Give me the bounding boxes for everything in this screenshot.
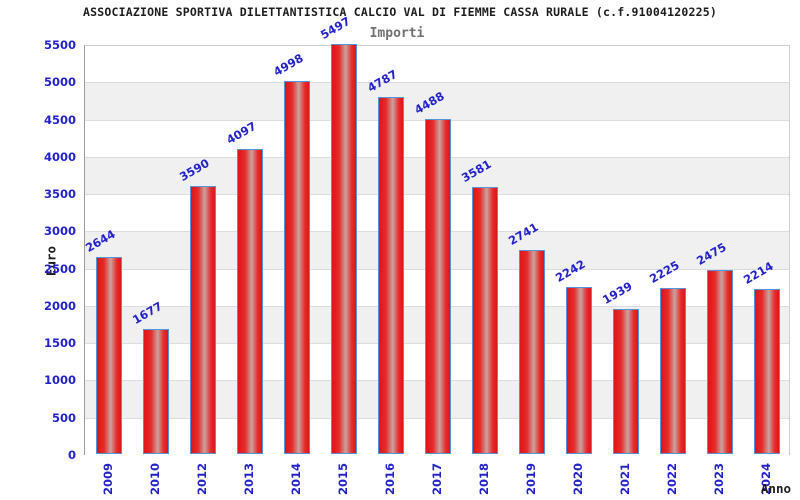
y-tick-label: 1500 xyxy=(43,336,76,351)
bar xyxy=(660,288,687,454)
x-tick-label: 2016 xyxy=(382,462,397,496)
y-tick-label: 4500 xyxy=(43,112,76,127)
x-tick-label: 2010 xyxy=(147,462,162,496)
bar xyxy=(377,97,404,454)
grid-line xyxy=(85,82,789,84)
bar xyxy=(236,148,263,454)
chart-subtitle: Importi xyxy=(369,26,425,41)
x-tick-label: 2009 xyxy=(100,462,115,496)
x-tick-label: 2018 xyxy=(477,462,492,496)
bar xyxy=(425,119,451,454)
bar xyxy=(707,269,734,454)
x-tick-label: 2017 xyxy=(430,462,444,496)
bar xyxy=(519,249,546,454)
y-tick-label: 1000 xyxy=(43,373,76,388)
y-tick-label: 500 xyxy=(51,410,76,425)
y-tick-label: 4000 xyxy=(43,149,76,164)
bar xyxy=(754,288,781,454)
bar xyxy=(613,309,640,454)
y-tick-label: 0 xyxy=(67,448,76,462)
bar xyxy=(283,81,310,454)
x-tick-label: 2019 xyxy=(524,462,539,496)
x-tick-label: 2014 xyxy=(288,462,303,496)
grid-band xyxy=(85,46,789,84)
y-tick-label: 3500 xyxy=(43,187,76,202)
x-tick-label: 2013 xyxy=(241,462,256,496)
x-tick-label: 2015 xyxy=(335,462,350,496)
x-tick-label: 2020 xyxy=(571,462,586,496)
x-tick-label: 2022 xyxy=(665,462,680,496)
x-axis-title: Anno xyxy=(760,481,791,496)
bar xyxy=(95,256,122,454)
bar-value-label: 5497 xyxy=(317,14,353,43)
bar xyxy=(566,286,593,454)
x-tick-label: 2023 xyxy=(712,462,727,496)
x-tick-label: 2021 xyxy=(618,462,633,496)
chart-title: ASSOCIAZIONE SPORTIVA DILETTANTISTICA CA… xyxy=(83,5,717,19)
bar xyxy=(189,186,216,454)
x-tick-label: 2012 xyxy=(194,462,209,496)
bar xyxy=(142,329,169,454)
bar xyxy=(330,44,357,454)
y-tick-label: 2000 xyxy=(43,298,76,313)
plot-area: 2644 1677 3590 4097 4998 5497 4787 4488 3581 2741… xyxy=(83,14,790,456)
y-tick-label: 2500 xyxy=(43,261,76,276)
bar xyxy=(472,187,499,454)
y-tick-label: 3000 xyxy=(43,224,76,239)
y-tick-label: 5500 xyxy=(43,38,76,52)
y-tick-label: 5000 xyxy=(43,75,76,90)
grid-band xyxy=(85,83,789,121)
